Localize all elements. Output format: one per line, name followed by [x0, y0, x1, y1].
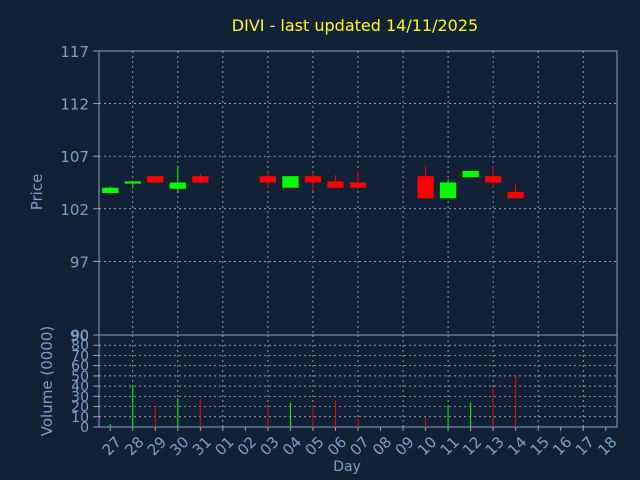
candle-body [259, 176, 277, 183]
candle-body [439, 182, 457, 199]
x-tick-label: 18 [594, 433, 620, 459]
price-y-tick-label: 90 [70, 327, 89, 345]
candle-body [102, 187, 119, 193]
candle-body [417, 176, 434, 199]
price-candles [102, 165, 524, 199]
volume-y-tick-label: 30 [71, 389, 89, 405]
candle-body [147, 176, 164, 183]
price-y-tick-label: 112 [60, 96, 89, 114]
volume-y-tick-label: 20 [71, 400, 89, 416]
candle-body [124, 181, 141, 184]
price-y-tick-label: 117 [60, 43, 89, 61]
candle-body [485, 176, 502, 183]
x-axis-label: Day [333, 459, 361, 475]
x-axis-ticks: 2728293031010203040506070809101112131415… [99, 427, 620, 459]
candle-body [462, 170, 479, 178]
volume-y-tick-label: 90 [71, 328, 89, 344]
candle-body [282, 176, 299, 188]
volume-y-tick-label: 50 [71, 369, 89, 385]
price-y-tick-label: 107 [60, 148, 89, 166]
candle-body [169, 182, 186, 189]
volume-y-tick-label: 0 [80, 420, 89, 436]
price-y-tick-label: 97 [70, 253, 89, 271]
price-grid [99, 51, 617, 335]
price-panel: 117 112 107 102 97 90 Price [28, 43, 618, 345]
candle-body [192, 176, 209, 183]
price-axis-label: Price [28, 174, 46, 211]
chart-title: DIVI - last updated 14/11/2025 [232, 16, 478, 35]
candle-body [327, 181, 344, 188]
candle-body [507, 191, 524, 199]
volume-y-tick-label: 70 [71, 348, 89, 364]
volume-axis-label: Volume (0000) [38, 326, 56, 436]
volume-y-tick-label: 60 [71, 359, 89, 375]
candle-body [349, 182, 367, 188]
price-y-ticks: 117 112 107 102 97 90 [60, 43, 99, 345]
volume-bars [109, 375, 517, 427]
volume-y-tick-label: 40 [71, 379, 89, 395]
volume-y-tick-label: 80 [71, 338, 89, 354]
volume-grid [99, 335, 617, 427]
candle-body [304, 176, 322, 183]
volume-y-tick-label: 10 [71, 410, 89, 426]
price-y-tick-label: 102 [60, 201, 89, 219]
